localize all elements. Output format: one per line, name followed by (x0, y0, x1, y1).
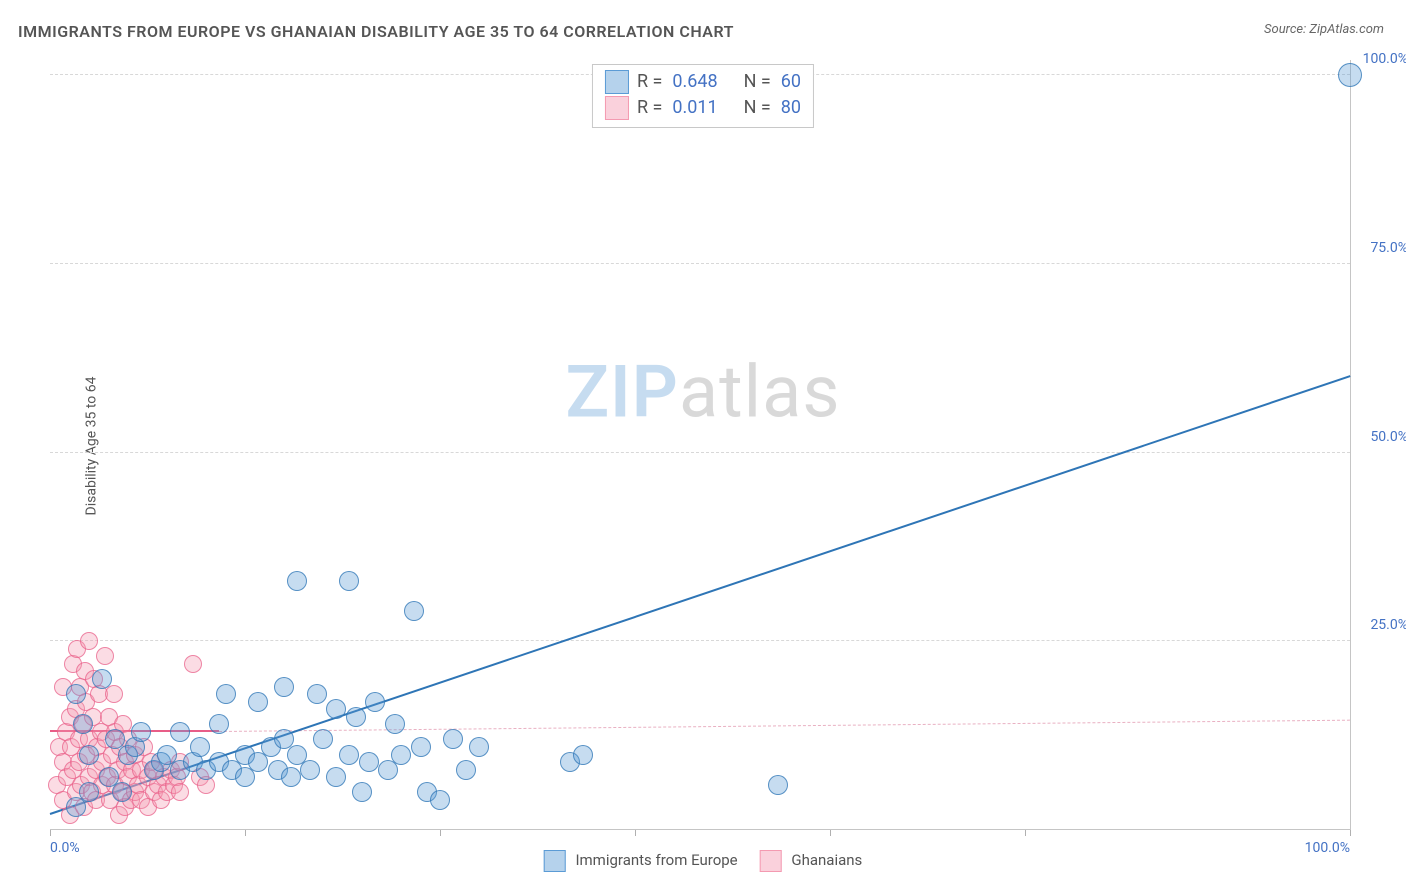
x-tick-label-min: 0.0% (50, 840, 80, 856)
scatter-point-blue (456, 760, 476, 780)
scatter-point-blue (209, 714, 229, 734)
scatter-point-blue (430, 790, 450, 810)
scatter-point-blue (339, 745, 359, 765)
legend-r-value-pink: 0.011 (672, 95, 717, 121)
x-tick-label-max: 100.0% (1305, 840, 1350, 856)
scatter-point-pink (105, 685, 123, 703)
scatter-point-blue (339, 571, 359, 591)
legend-row-blue: R = 0.648 N = 60 (605, 69, 801, 95)
legend-r-label: R = (637, 95, 662, 121)
legend-label-blue: Immigrants from Europe (575, 851, 737, 869)
scatter-point-blue (79, 745, 99, 765)
series-legend: Immigrants from Europe Ghanaians (544, 850, 863, 872)
scatter-point-blue (346, 707, 366, 727)
scatter-point-blue (73, 714, 93, 734)
x-tick (1350, 830, 1351, 836)
scatter-point-blue (170, 722, 190, 742)
scatter-point-pink (184, 655, 202, 673)
legend-swatch-blue (544, 850, 566, 872)
legend-swatch-pink (605, 96, 629, 120)
gridline (50, 452, 1350, 453)
x-tick (1025, 830, 1026, 836)
scatter-point-blue (359, 752, 379, 772)
scatter-point-blue (326, 699, 346, 719)
legend-swatch-pink (760, 850, 782, 872)
scatter-point-blue (313, 729, 333, 749)
x-tick (635, 830, 636, 836)
scatter-point-blue (216, 684, 236, 704)
scatter-point-blue (365, 692, 385, 712)
x-tick (245, 830, 246, 836)
scatter-point-blue (281, 767, 301, 787)
scatter-point-blue (131, 722, 151, 742)
scatter-plot: 25.0%50.0%75.0%100.0%0.0%100.0% (50, 60, 1351, 830)
x-tick (50, 830, 51, 836)
scatter-point-blue (112, 782, 132, 802)
scatter-point-blue (469, 737, 489, 757)
legend-swatch-blue (605, 70, 629, 94)
scatter-point-blue (326, 767, 346, 787)
legend-item-blue: Immigrants from Europe (544, 850, 738, 872)
scatter-point-blue (287, 571, 307, 591)
legend-row-pink: R = 0.011 N = 80 (605, 95, 801, 121)
source-label: Source: ZipAtlas.com (1264, 22, 1384, 37)
correlation-legend: R = 0.648 N = 60 R = 0.011 N = 80 (592, 64, 814, 128)
y-tick-label: 75.0% (1370, 240, 1406, 256)
scatter-point-pink (80, 632, 98, 650)
x-tick (440, 830, 441, 836)
scatter-point-blue (274, 677, 294, 697)
scatter-point-blue (391, 745, 411, 765)
scatter-point-blue (79, 782, 99, 802)
scatter-point-blue (404, 601, 424, 621)
legend-r-value-blue: 0.648 (672, 69, 717, 95)
scatter-point-blue (66, 684, 86, 704)
y-tick-label: 25.0% (1370, 617, 1406, 633)
scatter-point-blue (573, 745, 593, 765)
scatter-point-blue (443, 729, 463, 749)
y-tick-label: 100.0% (1363, 51, 1406, 67)
gridline (50, 640, 1350, 641)
scatter-point-blue (1338, 63, 1362, 87)
scatter-point-blue (307, 684, 327, 704)
scatter-point-blue (411, 737, 431, 757)
scatter-point-blue (92, 669, 112, 689)
legend-n-value-pink: 80 (781, 95, 801, 121)
scatter-point-blue (768, 775, 788, 795)
legend-item-pink: Ghanaians (760, 850, 863, 872)
legend-n-value-blue: 60 (781, 69, 801, 95)
scatter-point-blue (385, 714, 405, 734)
y-tick-label: 50.0% (1370, 429, 1406, 445)
scatter-point-blue (190, 737, 210, 757)
x-tick (830, 830, 831, 836)
scatter-point-blue (248, 692, 268, 712)
legend-label-pink: Ghanaians (791, 851, 862, 869)
legend-n-label: N = (744, 69, 771, 95)
legend-r-label: R = (637, 69, 662, 95)
chart-title: IMMIGRANTS FROM EUROPE VS GHANAIAN DISAB… (18, 22, 734, 41)
scatter-point-blue (300, 760, 320, 780)
legend-n-label: N = (744, 95, 771, 121)
gridline (50, 263, 1350, 264)
scatter-point-pink (96, 647, 114, 665)
scatter-point-pink (171, 783, 189, 801)
scatter-point-blue (352, 782, 372, 802)
